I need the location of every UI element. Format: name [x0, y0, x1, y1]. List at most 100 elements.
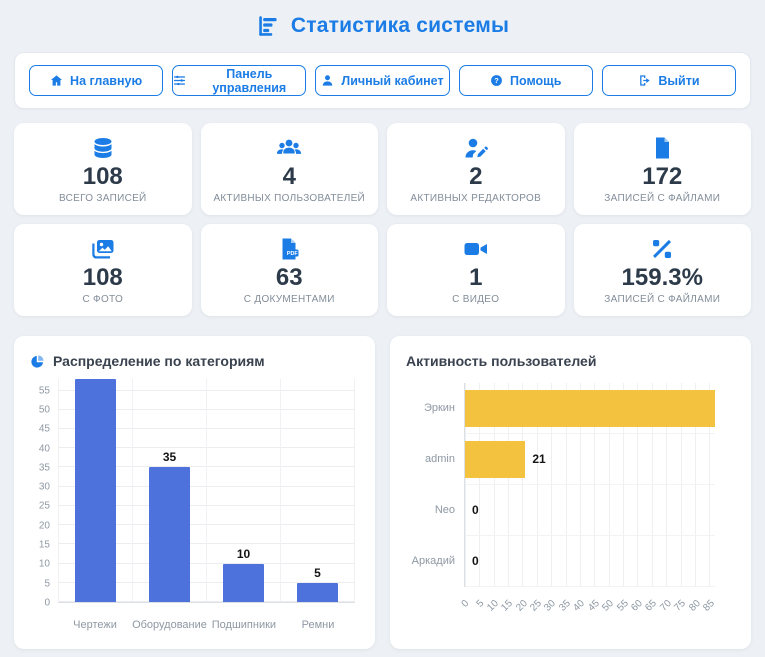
y-tick-label: 0	[44, 597, 50, 609]
stat-label: ЗАПИСЕЙ С ФАЙЛАМИ	[604, 193, 721, 204]
bar-value-label: 21	[532, 452, 546, 466]
x-tick-label: 65	[643, 598, 660, 614]
user-icon	[321, 74, 334, 87]
gridline	[623, 383, 625, 587]
bar-value-label: 10	[236, 546, 251, 561]
category-chart: 0 5 10 15 20 25 30 35 40 45 50 55 35 10 5 Чертежи Обор…	[30, 379, 359, 631]
y-category-label: Эркин	[423, 402, 455, 414]
y-category-label: Аркадий	[411, 555, 455, 567]
gridline	[493, 383, 495, 587]
y-tick-label: 30	[38, 481, 50, 493]
bar-value-label: 0	[472, 503, 479, 517]
help-icon: ?	[490, 74, 503, 87]
x-tick-label: 40	[571, 598, 588, 614]
stat-card-active-users: 4 АКТИВНЫХ ПОЛЬЗОВАТЕЛЕЙ	[200, 123, 378, 215]
nav-button-home[interactable]: На главную	[29, 65, 164, 96]
charts-row: Распределение по категориям 0 5 10 15 20 25 30…	[14, 336, 751, 649]
video-icon	[393, 237, 559, 263]
nav-button-label: Помощь	[510, 73, 562, 88]
x-tick-label: 15	[499, 598, 516, 614]
stat-card-active-editors: 2 АКТИВНЫХ РЕДАКТОРОВ	[387, 123, 565, 215]
y-tick-label: 20	[38, 520, 50, 532]
nav-button-help[interactable]: ? Помощь	[458, 65, 593, 96]
y-tick-label: 35	[38, 462, 50, 474]
bar-Подшипники[interactable]	[223, 563, 264, 602]
bar-Чертежи[interactable]	[75, 379, 116, 602]
x-axis-labels: 0 5 10 15 20 25 30 35 40 45 50 55 60 65 70 75 80 85	[460, 591, 717, 631]
bar-value-label: 35	[162, 450, 177, 465]
plot-area: 35 10 5	[58, 379, 355, 603]
chart-card-categories: Распределение по категориям 0 5 10 15 20 25 30…	[14, 336, 375, 649]
x-axis-labels: Чертежи Оборудование Подшипники Ремни	[58, 607, 355, 631]
stat-label: С ВИДЕО	[452, 294, 500, 305]
stat-value: 159.3%	[621, 264, 703, 291]
bar-chart-icon	[256, 13, 282, 39]
stat-value: 4	[282, 163, 296, 190]
stat-value: 108	[82, 264, 123, 291]
stats-grid: 108 ВСЕГО ЗАПИСЕЙ 4 АКТИВНЫХ ПОЛЬЗОВАТЕЛ…	[14, 123, 751, 316]
bar-slot: 5	[280, 379, 355, 602]
x-tick-label: 5	[474, 598, 487, 610]
stat-label: АКТИВНЫХ РЕДАКТОРОВ	[410, 193, 542, 204]
bar-row: Аркадий 0	[412, 536, 715, 587]
x-category-label: Чертежи	[73, 619, 117, 631]
bar-slot	[58, 379, 132, 602]
y-tick-label: 10	[38, 558, 50, 570]
gridline	[579, 383, 581, 587]
nav-button-profile[interactable]: Личный кабинет	[315, 65, 450, 96]
gridline	[479, 383, 481, 587]
gridline	[666, 383, 668, 587]
stat-label: С ДОКУМЕНТАМИ	[243, 294, 335, 305]
x-category-label: Оборудование	[132, 619, 207, 631]
x-category-label: Ремни	[301, 619, 335, 631]
user-edit-icon	[393, 136, 559, 162]
bar-admin[interactable]	[465, 440, 526, 478]
y-tick-label: 15	[38, 539, 50, 551]
x-tick-label: 75	[672, 598, 689, 614]
bar-slot: 35	[132, 379, 206, 602]
sliders-icon	[173, 74, 186, 87]
x-tick-label: 30	[542, 598, 559, 614]
x-tick-label: 20	[513, 598, 530, 614]
file-icon	[580, 136, 746, 162]
nav-button-logout[interactable]: Выйти	[601, 65, 737, 96]
gridline	[522, 383, 524, 587]
stat-value: 1	[469, 264, 483, 291]
stat-card-with-documents: PDF 63 С ДОКУМЕНТАМИ	[200, 224, 378, 316]
gridline	[680, 383, 682, 587]
y-tick-label: 25	[38, 500, 50, 512]
nav-button-label: Личный кабинет	[341, 73, 444, 88]
activity-chart: Эркин admin 21 Neo 0 Аркадий 0 0 5 10 15 20 25 30 35 4…	[406, 379, 735, 631]
users-icon	[207, 136, 373, 162]
gridline	[594, 383, 596, 587]
bar-row: Neo 0	[435, 485, 715, 536]
x-category-label: Подшипники	[211, 619, 277, 631]
stat-card-total-records: 108 ВСЕГО ЗАПИСЕЙ	[14, 123, 192, 215]
bar-Оборудование[interactable]	[149, 467, 190, 602]
bar-Эркин[interactable]	[465, 389, 715, 427]
bars: 35 10 5	[58, 379, 355, 602]
x-tick-label: 50	[600, 598, 617, 614]
bar-Ремни[interactable]	[297, 582, 338, 602]
categories-chart-title: Распределение по категориям	[30, 351, 359, 371]
stat-card-records-with-files: 172 ЗАПИСЕЙ С ФАЙЛАМИ	[573, 123, 751, 215]
svg-text:PDF: PDF	[287, 251, 298, 257]
stat-card-files-percent: 159.3% ЗАПИСЕЙ С ФАЙЛАМИ	[573, 224, 751, 316]
bar-row: Эркин	[424, 383, 715, 434]
nav-button-admin-panel[interactable]: Панель управления	[172, 65, 307, 96]
stat-card-with-photo: 108 С ФОТО	[14, 224, 192, 316]
percent-icon	[580, 237, 746, 263]
activity-chart-title: Активность пользователей	[406, 351, 735, 371]
gridline	[551, 383, 553, 587]
gridline	[465, 383, 466, 587]
y-tick-label: 50	[38, 404, 50, 416]
stat-label: ЗАПИСЕЙ С ФАЙЛАМИ	[604, 294, 721, 305]
nav-button-label: Выйти	[658, 73, 700, 88]
gridline	[694, 383, 696, 587]
bar-value-label: 5	[314, 565, 321, 580]
stat-card-with-video: 1 С ВИДЕО	[387, 224, 565, 316]
images-icon	[20, 237, 186, 263]
chart-card-user-activity: Активность пользователей Эркин admin 21 Neo…	[390, 336, 751, 649]
database-icon	[20, 136, 186, 162]
x-tick-label: 0	[460, 598, 472, 610]
